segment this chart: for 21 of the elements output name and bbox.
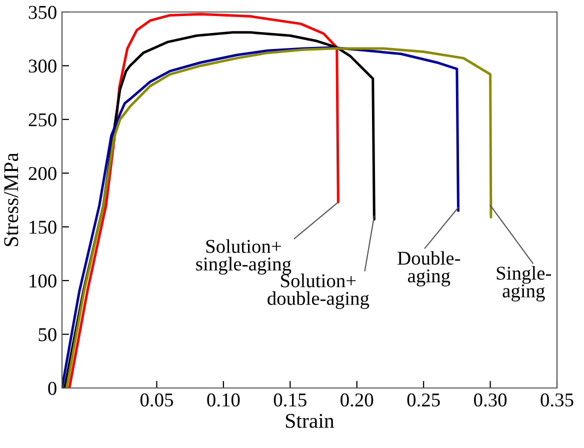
y-tick-label: 100 bbox=[30, 274, 56, 288]
x-tick-label: 0.20 bbox=[340, 393, 374, 407]
y-tick-label: 150 bbox=[30, 220, 56, 234]
annotation: Single- aging bbox=[496, 266, 552, 302]
annotation: Solution+ single-aging bbox=[196, 239, 292, 275]
x-tick-label: 0.10 bbox=[207, 393, 240, 407]
y-tick-label: 0 bbox=[48, 382, 56, 395]
x-tick-label: 0.05 bbox=[140, 393, 173, 407]
x-tick-label: 0.30 bbox=[474, 393, 507, 407]
y-tick-label: 50 bbox=[38, 328, 56, 342]
annotation: Solution+ double-aging bbox=[268, 274, 370, 309]
x-tick-label: 0.35 bbox=[540, 393, 574, 407]
x-tick-label: 0.15 bbox=[274, 393, 306, 407]
y-tick-label: 200 bbox=[28, 166, 56, 180]
annotation: Double- aging bbox=[398, 251, 460, 286]
y-tick-label: 250 bbox=[28, 113, 56, 126]
x-axis-title: Strain bbox=[286, 414, 334, 428]
y-tick-label: 350 bbox=[28, 6, 56, 19]
y-tick-label: 300 bbox=[28, 60, 56, 73]
y-axis-title: Stress/MPa bbox=[4, 152, 18, 246]
x-tick-label: 0.25 bbox=[407, 393, 440, 407]
